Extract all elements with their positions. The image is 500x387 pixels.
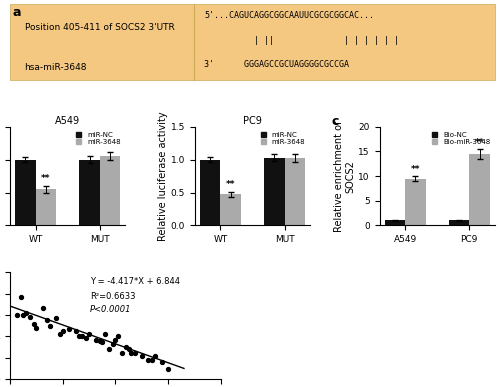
Text: 3'      GGGAGCCGCUAGGGGCGCCGA: 3' GGGAGCCGCUAGGGGCGCCGA — [204, 60, 349, 69]
Point — [138, 353, 146, 359]
Title: A549: A549 — [55, 116, 80, 126]
Point — [32, 325, 40, 331]
Text: **: ** — [475, 138, 484, 147]
Point — [122, 344, 130, 350]
Text: 5'...CAGUCAGGCGGCAAUUCGCGCGGCAC...: 5'...CAGUCAGGCGGCAAUUCGCGCGGCAC... — [204, 12, 374, 21]
Point — [46, 323, 54, 329]
Point — [96, 337, 104, 344]
Text: | ||              | | | | | |: | || | | | | | | — [204, 36, 399, 45]
Bar — [220, 195, 241, 225]
Point — [148, 357, 156, 363]
Point — [19, 312, 27, 318]
Point — [82, 334, 90, 341]
Point — [22, 310, 30, 316]
Point — [56, 331, 64, 337]
Text: Position 405-411 of SOCS2 3'UTR: Position 405-411 of SOCS2 3'UTR — [24, 23, 174, 32]
Bar — [470, 154, 490, 225]
Point — [43, 317, 51, 324]
Text: P<0.0001: P<0.0001 — [90, 305, 132, 315]
Text: hsa-miR-3648: hsa-miR-3648 — [24, 63, 87, 72]
Point — [151, 353, 159, 359]
Point — [109, 341, 117, 347]
Point — [164, 365, 172, 372]
Point — [78, 333, 86, 339]
Point — [118, 349, 126, 356]
Bar — [80, 160, 100, 225]
Bar — [264, 158, 284, 225]
Text: **: ** — [226, 180, 235, 189]
Point — [85, 331, 93, 337]
Point — [52, 315, 60, 321]
Point — [131, 349, 139, 356]
Legend: miR-NC, miR-3648: miR-NC, miR-3648 — [260, 130, 307, 147]
Point — [72, 328, 80, 334]
Text: Y = -4.417*X + 6.844: Y = -4.417*X + 6.844 — [90, 277, 180, 286]
Point — [114, 333, 122, 339]
Point — [74, 333, 82, 339]
Point — [158, 359, 166, 365]
Bar — [200, 160, 220, 225]
Point — [124, 346, 132, 353]
Point — [98, 339, 106, 345]
Point — [127, 349, 135, 356]
Bar — [406, 178, 425, 225]
Point — [66, 326, 74, 332]
Point — [92, 337, 100, 343]
Text: **: ** — [41, 174, 50, 183]
Bar — [100, 156, 120, 225]
Y-axis label: Relative enrichment of
SOCS2: Relative enrichment of SOCS2 — [334, 120, 355, 232]
Bar — [36, 189, 56, 225]
Text: a: a — [12, 6, 21, 19]
Point — [16, 294, 24, 300]
Bar — [15, 160, 36, 225]
Point — [112, 337, 120, 343]
Text: c: c — [331, 115, 338, 128]
Point — [58, 328, 66, 334]
Bar — [385, 221, 406, 225]
Legend: Bio-NC, Bio-miR-3648: Bio-NC, Bio-miR-3648 — [430, 130, 492, 147]
Legend: miR-NC, miR-3648: miR-NC, miR-3648 — [74, 130, 122, 147]
Text: R²=0.6633: R²=0.6633 — [90, 291, 136, 301]
FancyBboxPatch shape — [10, 4, 495, 80]
Text: **: ** — [410, 165, 420, 174]
Point — [39, 305, 47, 311]
Point — [101, 331, 109, 337]
Bar — [449, 221, 469, 225]
Bar — [284, 158, 305, 225]
Point — [30, 320, 38, 327]
Point — [12, 312, 20, 318]
Point — [105, 346, 113, 353]
Point — [26, 314, 34, 320]
Point — [144, 357, 152, 363]
Title: PC9: PC9 — [243, 116, 262, 126]
Y-axis label: Relative luciferase activity: Relative luciferase activity — [158, 111, 168, 241]
